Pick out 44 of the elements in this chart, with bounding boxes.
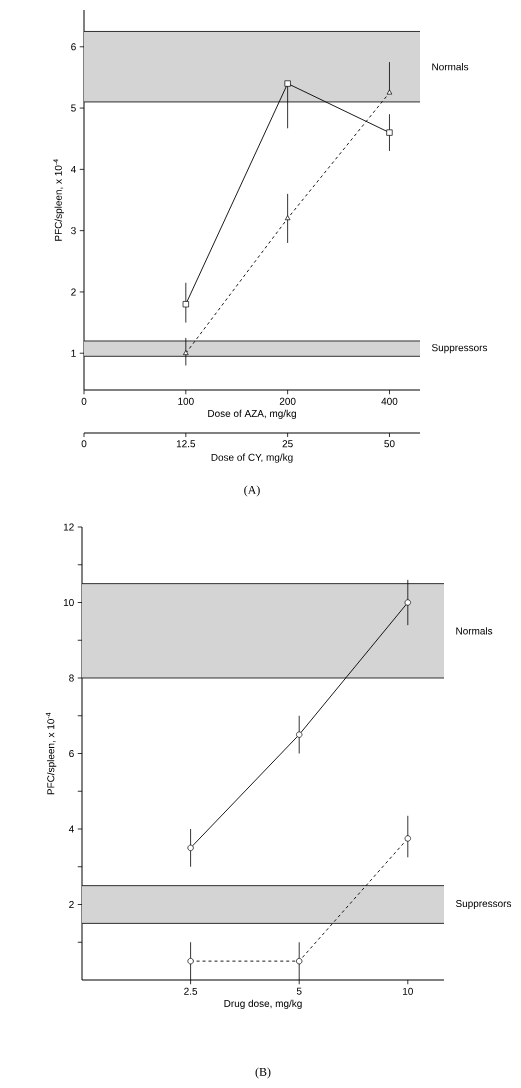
x2-axis-title: Dose of CY, mg/kg xyxy=(211,453,293,463)
y-tick-label: 1 xyxy=(71,349,76,357)
y-tick-label: 6 xyxy=(71,43,76,51)
y-axis-title: PFC/spleen, x 10$^{-4}$ xyxy=(45,712,57,795)
y-tick-label: 8 xyxy=(69,674,74,682)
point xyxy=(183,350,189,355)
point xyxy=(187,958,194,965)
point xyxy=(386,129,393,136)
x-tick-label: 2.5 xyxy=(184,987,198,995)
text: 0 xyxy=(81,440,87,448)
y-tick-label: 12 xyxy=(63,523,74,531)
point xyxy=(404,835,411,842)
text: (A) xyxy=(244,485,260,497)
y-axis-title: PFC/spleen, x 10$^{-4}$ xyxy=(53,159,64,241)
band-label: Suppressors xyxy=(431,344,488,354)
y-tick-label: 2 xyxy=(69,901,74,908)
point xyxy=(296,731,303,738)
text: 25 xyxy=(282,440,293,448)
x-axis-title: Dose of AZA, mg/kg xyxy=(208,409,296,419)
point xyxy=(296,958,303,965)
band-label: Normals xyxy=(432,63,469,71)
text: 12.5 xyxy=(176,440,196,448)
x-tick-label: 10 xyxy=(403,987,413,995)
x-tick-label: 100 xyxy=(178,397,194,405)
point xyxy=(187,844,194,852)
y-tick-label: 3 xyxy=(71,227,76,235)
y-tick-label: 6 xyxy=(69,749,74,758)
x-tick-label: 0 xyxy=(81,397,87,405)
text: (B) xyxy=(255,1067,271,1079)
text: 50 xyxy=(384,440,395,448)
point xyxy=(284,215,291,221)
point xyxy=(404,599,411,606)
y-tick-label: 5 xyxy=(71,104,76,112)
band-label: Normals xyxy=(456,627,493,635)
x-axis-title: Drug dose, mg/kg xyxy=(224,999,302,1009)
point xyxy=(182,301,189,308)
y-tick-label: 10 xyxy=(63,598,74,607)
y-tick-label: 2 xyxy=(71,288,76,296)
band-label: Suppressors xyxy=(455,900,512,910)
y-tick-label: 4 xyxy=(68,825,74,833)
y-tick-label: 4 xyxy=(70,165,76,173)
x-tick-label: 400 xyxy=(381,397,398,405)
x-tick-label: 200 xyxy=(279,397,296,405)
x-tick-label: 5 xyxy=(296,987,302,995)
